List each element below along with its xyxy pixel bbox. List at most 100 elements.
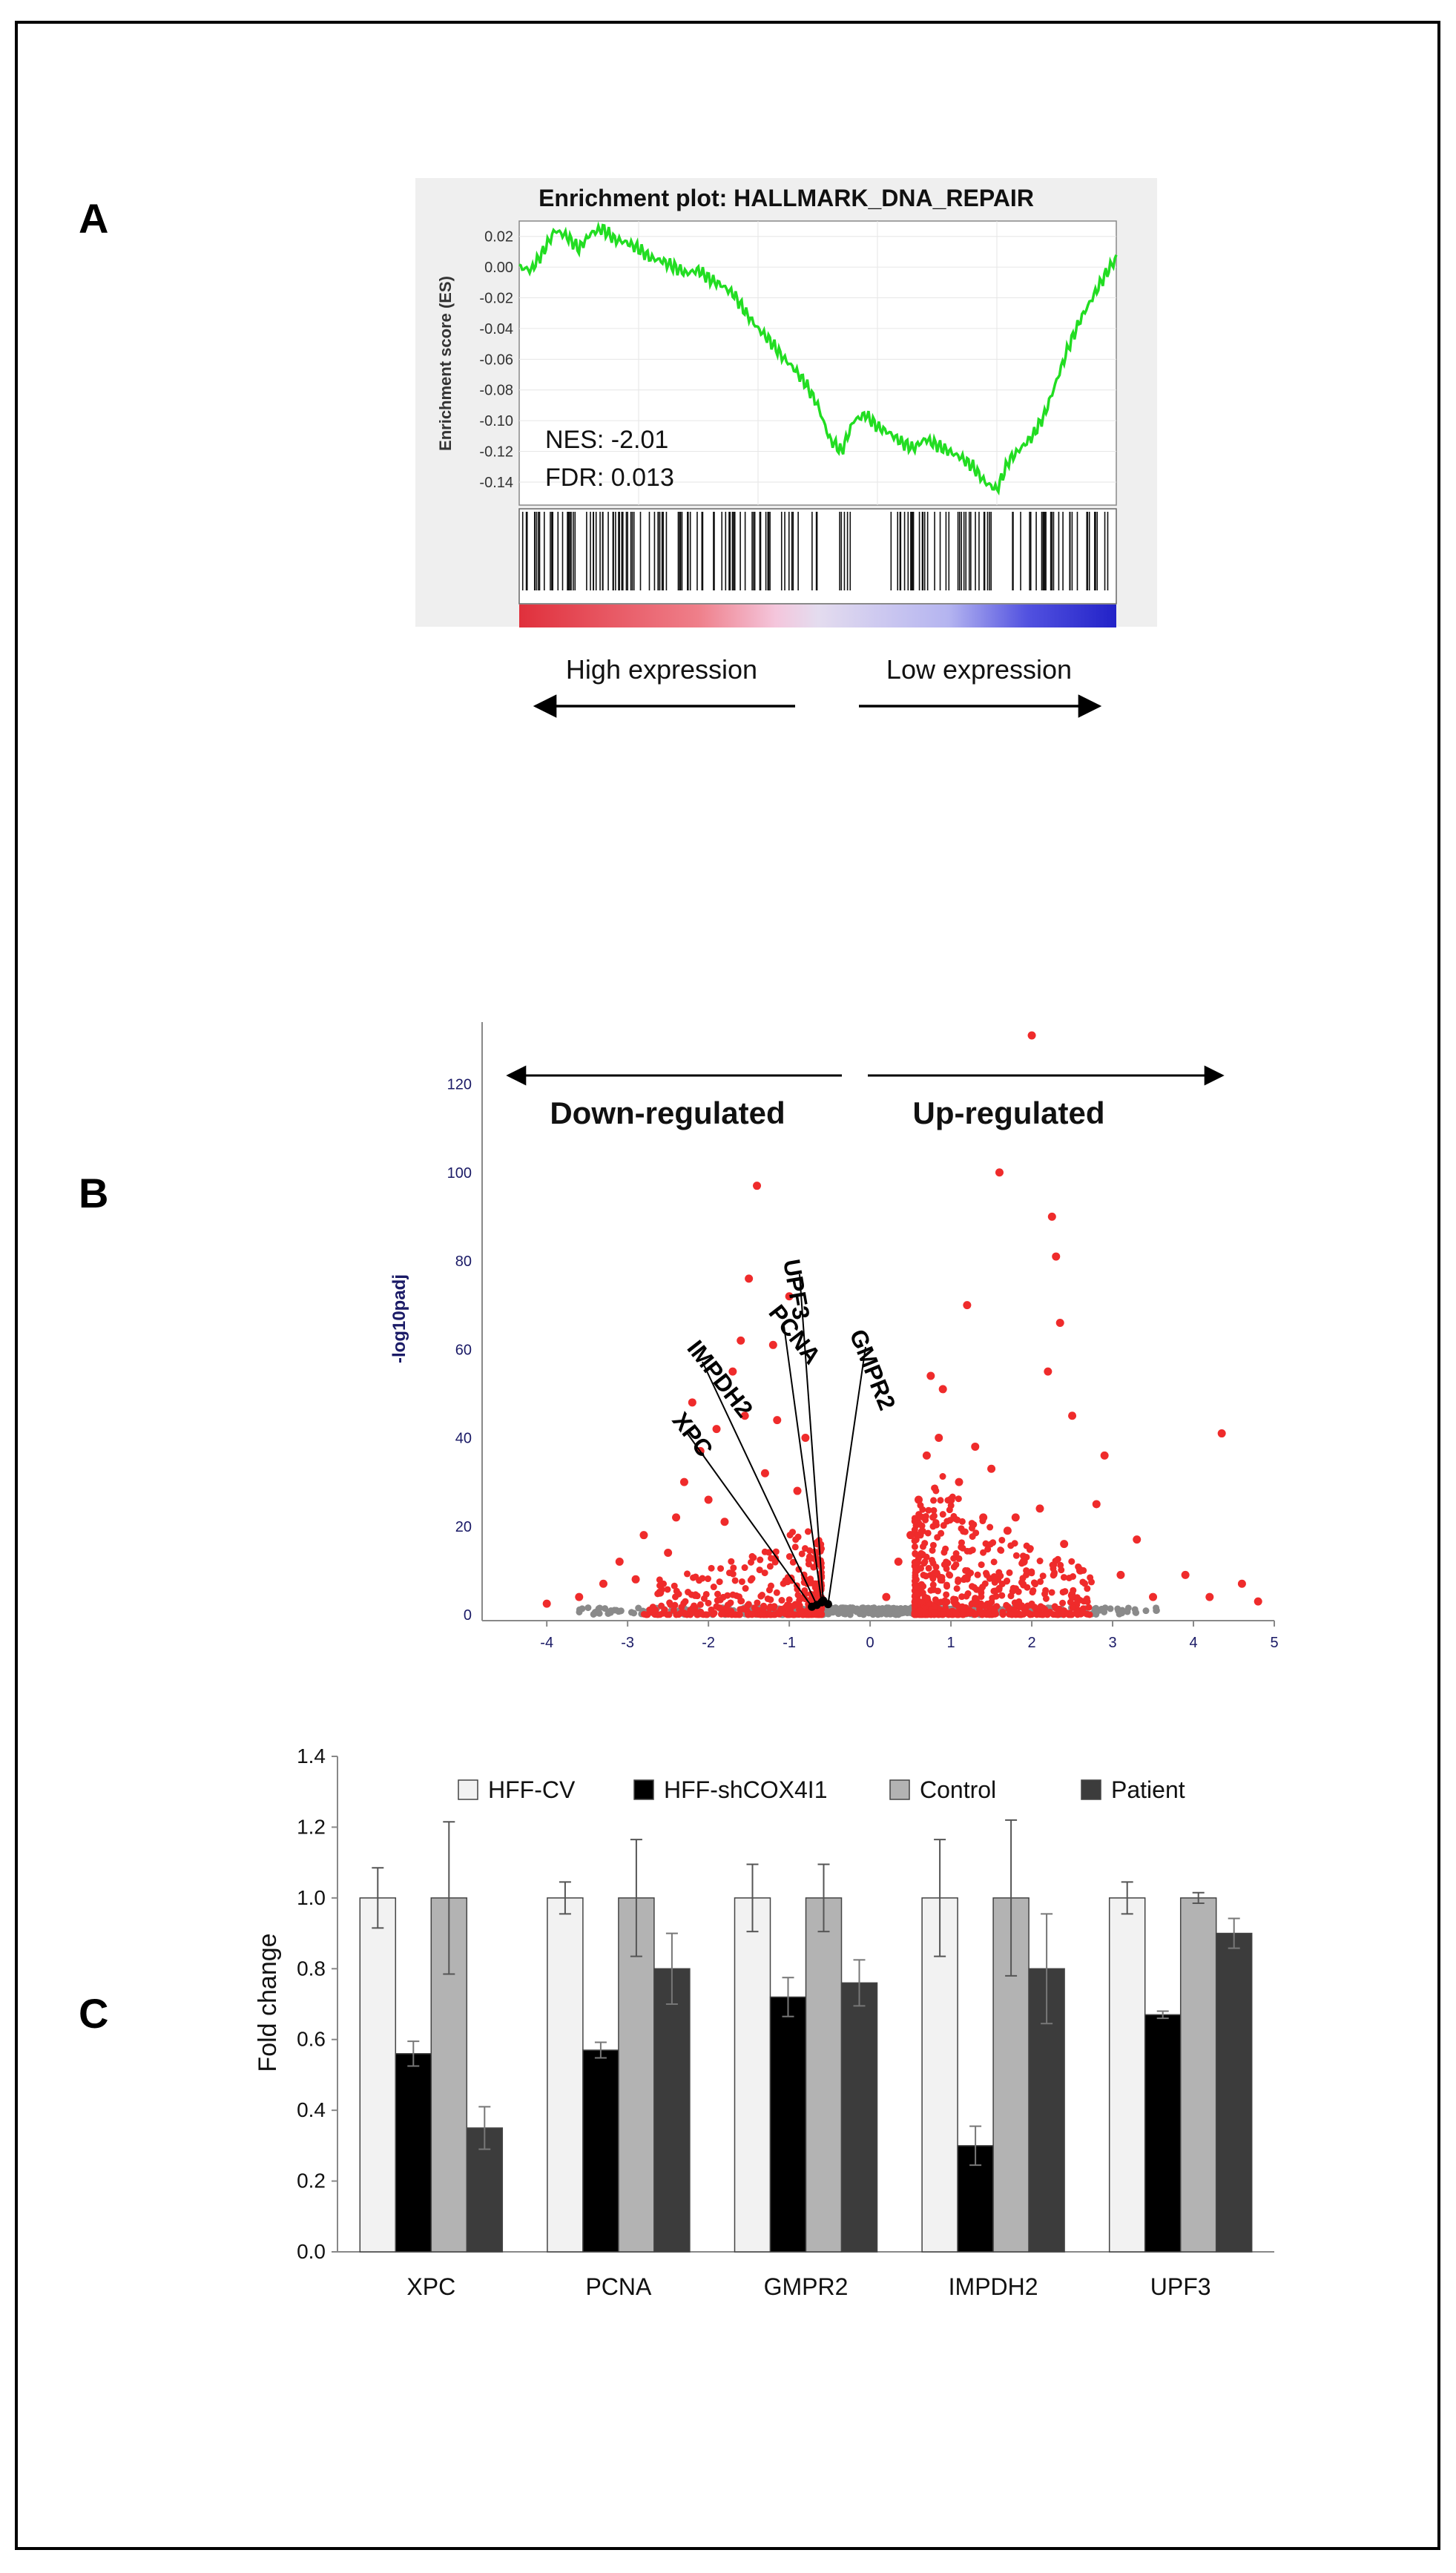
volcano-point-sig <box>938 1385 947 1394</box>
volcano-point-sig <box>664 1549 673 1558</box>
volcano-point-sig <box>911 1578 918 1585</box>
volcano-point-sig <box>785 1596 793 1604</box>
volcano-point-sig <box>789 1529 797 1536</box>
volcano-point-sig <box>971 1442 980 1451</box>
volcano-point-sig <box>978 1611 986 1618</box>
volcano-point-sig <box>1019 1575 1027 1582</box>
volcano-point-sig <box>1039 1604 1047 1612</box>
gene-label-leader <box>799 1274 824 1601</box>
legend-label: HFF-CV <box>488 1776 576 1803</box>
volcano-point-ns <box>627 1609 635 1616</box>
gene-label: XPC <box>667 1407 718 1462</box>
volcano-point-ns <box>876 1608 883 1615</box>
volcano-point-sig <box>817 1560 825 1567</box>
volcano-point-sig <box>1083 1610 1090 1618</box>
volcano-point-sig <box>1042 1595 1050 1602</box>
volcano-point-sig <box>986 1523 994 1531</box>
bar-hff-shcox4i1 <box>1144 2014 1182 2253</box>
gsea-y-tick-label: -0.08 <box>479 383 513 399</box>
volcano-point-sig <box>787 1611 794 1618</box>
volcano-point-sig <box>747 1558 754 1566</box>
gene-label-leader <box>783 1325 823 1603</box>
gsea-y-tick-label: -0.14 <box>479 475 513 491</box>
volcano-x-ticks: -4 -3 -2 -1 0 1 2 3 4 5 <box>540 1621 1279 1651</box>
volcano-point-sig <box>775 1609 783 1616</box>
volcano-point-ns <box>829 1608 837 1615</box>
volcano-point-sig <box>767 1582 774 1589</box>
bar-legend: HFF-CV HFF-shCOX4I1 Control Patient <box>458 1776 1185 1803</box>
volcano-point-sig <box>960 1528 967 1535</box>
volcano-point-ns <box>576 1608 583 1615</box>
volcano-point-sig <box>696 1601 704 1608</box>
volcano-point-sig <box>809 1555 817 1562</box>
volcano-point-sig <box>798 1550 806 1558</box>
legend-label: Patient <box>1111 1776 1185 1803</box>
volcano-point-sig <box>929 1581 937 1589</box>
volcano-point-sig <box>785 1553 793 1561</box>
volcano-point-sig <box>764 1595 771 1603</box>
volcano-point-sig <box>756 1566 763 1574</box>
volcano-point-sig <box>691 1592 699 1599</box>
volcano-point-sig <box>1067 1610 1075 1618</box>
volcano-point-ns <box>846 1611 854 1618</box>
volcano-point-ns <box>1119 1610 1126 1617</box>
panel-b-label: B <box>79 1170 109 1216</box>
volcano-point-ns <box>1101 1608 1108 1615</box>
volcano-point-sig <box>911 1543 918 1550</box>
volcano-x-tick-label: 2 <box>1027 1635 1035 1651</box>
volcano-point-sig <box>670 1607 677 1614</box>
volcano-point-ns <box>602 1605 609 1612</box>
volcano-point-sig <box>922 1572 929 1580</box>
volcano-point-sig <box>1068 1411 1077 1420</box>
volcano-point-sig <box>731 1577 739 1584</box>
volcano-point-sig <box>728 1367 737 1376</box>
bar-hff-cv <box>359 1897 397 2253</box>
volcano-point-sig <box>816 1609 823 1616</box>
nes-annotation: NES: -2.01 <box>545 426 668 454</box>
volcano-point-sig <box>922 1609 929 1616</box>
volcano-point-sig <box>1055 1319 1064 1327</box>
volcano-x-tick-label: -2 <box>702 1635 715 1651</box>
volcano-point-sig <box>783 1604 791 1611</box>
bar-category-label: UPF3 <box>1150 2273 1211 2300</box>
gsea-y-ticks: 0.02 0.00 -0.02 -0.04 -0.06 -0.08 -0.10 -0.12 -0… <box>479 229 513 491</box>
gsea-y-tick-label: -0.06 <box>479 352 513 368</box>
volcano-point-sig <box>974 1571 981 1578</box>
volcano-point-sig <box>915 1559 922 1566</box>
volcano-point-sig <box>678 1604 685 1611</box>
volcano-point-sig <box>955 1576 962 1584</box>
volcano-point-sig <box>748 1552 756 1560</box>
volcano-point-sig <box>999 1611 1007 1618</box>
volcano-point-sig <box>1044 1367 1053 1376</box>
volcano-point-sig <box>1050 1572 1057 1579</box>
bar-category-label: XPC <box>406 2273 455 2300</box>
volcano-point-sig <box>757 1556 764 1564</box>
volcano-point-sig <box>1092 1500 1101 1509</box>
volcano-point-sig <box>972 1610 980 1618</box>
volcano-point-sig <box>724 1601 731 1609</box>
volcano-point-sig <box>741 1564 748 1572</box>
volcano-point-sig <box>940 1522 947 1529</box>
volcano-point-sig <box>1073 1608 1081 1615</box>
volcano-point-sig <box>1031 1604 1038 1611</box>
volcano-point-sig <box>943 1591 950 1598</box>
bar-hff-shcox4i1 <box>582 2049 619 2253</box>
volcano-y-axis-label: -log10padj <box>389 1274 409 1363</box>
volcano-point-sig <box>1217 1429 1226 1438</box>
volcano-point-sig <box>936 1573 943 1581</box>
volcano-point-sig <box>920 1583 927 1590</box>
volcano-point-sig <box>959 1544 966 1552</box>
volcano-point-sig <box>790 1602 797 1610</box>
volcano-point-sig <box>882 1592 891 1601</box>
volcano-point-sig <box>1025 1610 1032 1617</box>
volcano-point-sig <box>1028 1569 1035 1577</box>
volcano-point-sig <box>1051 1603 1058 1610</box>
volcano-point-sig <box>955 1477 963 1486</box>
legend-swatch <box>633 1779 654 1800</box>
gsea-y-axis-label: Enrichment score (ES) <box>436 276 455 451</box>
volcano-point-sig <box>1068 1558 1075 1565</box>
gsea-y-tick-label: -0.02 <box>479 291 513 307</box>
volcano-point-sig <box>1008 1611 1015 1618</box>
volcano-point-sig <box>736 1593 743 1601</box>
bar-y-axis-label: Fold change <box>254 1933 282 2072</box>
